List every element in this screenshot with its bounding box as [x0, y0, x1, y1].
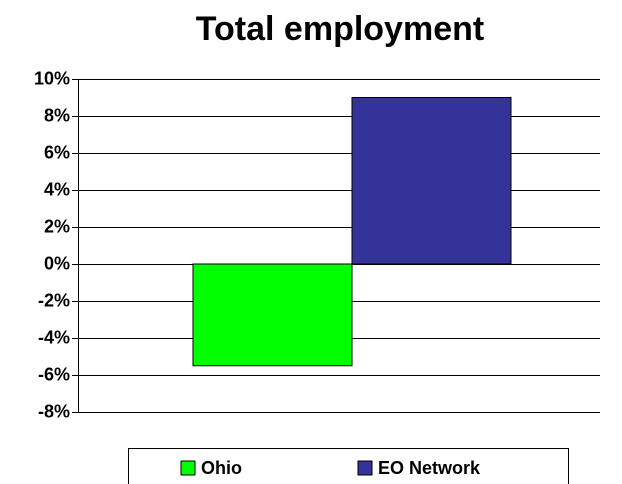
- legend: [128, 448, 569, 484]
- y-tick-label: 8%: [44, 105, 70, 125]
- y-tick-label: -8%: [38, 401, 70, 421]
- y-tick-label: -6%: [38, 364, 70, 384]
- legend-label: EO Network: [378, 458, 481, 478]
- y-tick-label: 6%: [44, 142, 70, 162]
- bar: [192, 263, 353, 367]
- bar: [351, 97, 512, 265]
- chart-title: Total employment: [196, 10, 484, 48]
- legend-swatch: [357, 460, 373, 476]
- y-tick-label: 2%: [44, 216, 70, 236]
- y-tick-label: 4%: [44, 179, 70, 199]
- y-tick-label: -2%: [38, 290, 70, 310]
- y-tick-label: -4%: [38, 327, 70, 347]
- legend-label: Ohio: [201, 458, 242, 478]
- legend-swatch: [180, 460, 196, 476]
- y-tick-label: 0%: [44, 253, 70, 273]
- y-tick-label: 10%: [34, 68, 70, 88]
